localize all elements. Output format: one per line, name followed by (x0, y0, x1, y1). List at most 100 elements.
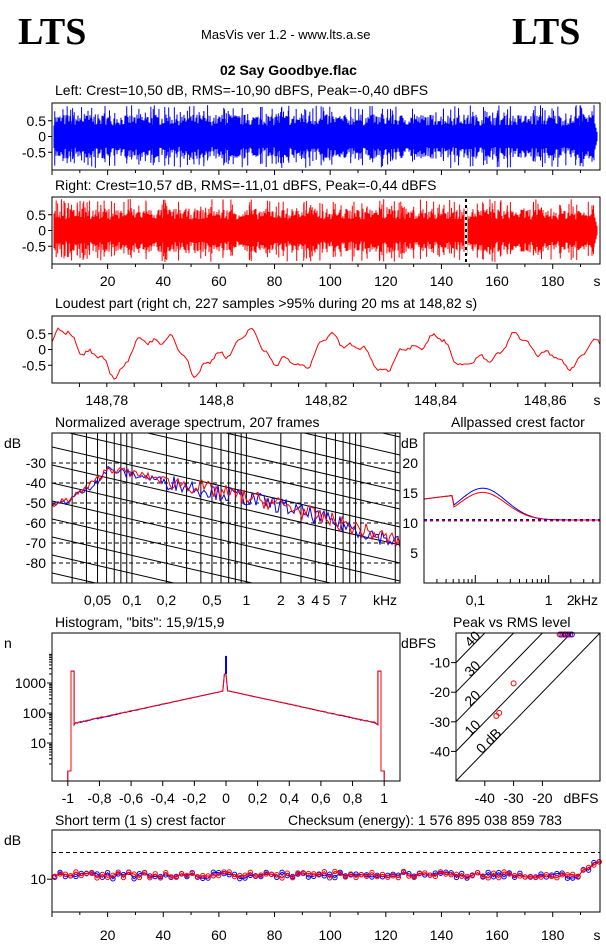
hist-xtick-label: 0,6 (311, 790, 331, 806)
loudest-part-title: Loudest part (right ch, 227 samples >95%… (55, 295, 478, 311)
stc-point (326, 875, 333, 881)
crest-xtick-label: 0,1 (466, 592, 486, 608)
stc-point (189, 870, 195, 877)
stc-point (363, 873, 370, 879)
stc-point (517, 870, 523, 876)
pr-diagonal (456, 633, 600, 781)
loudest-xtick-label: 148,8 (199, 392, 234, 408)
stc-point (422, 870, 428, 876)
stc-point (321, 868, 328, 875)
pr-xtick-label: -20 (532, 790, 552, 806)
right-wave-xtick-label: 80 (267, 273, 283, 289)
stc-point (490, 870, 497, 876)
spectrum-frame (51, 432, 401, 584)
stc-xtick-label: 80 (267, 927, 283, 943)
stc-point (332, 874, 338, 881)
stc-point (110, 876, 116, 882)
pr-diagonal-label: 40 (461, 627, 483, 649)
stc-point (459, 873, 465, 879)
stc-point (184, 872, 190, 879)
crest-factor-title: Allpassed crest factor (451, 414, 585, 430)
hist-ytick-label: 10 (30, 735, 46, 751)
pr-ytick-label: -30 (430, 714, 450, 730)
spectrum-xtick-label: 3 (297, 592, 305, 608)
pr-xunit: dBFS (563, 790, 598, 806)
stc-point (570, 871, 576, 878)
left-wave-ytick-label: 0.5 (27, 113, 47, 129)
hist-xtick-label: 0 (222, 790, 230, 806)
stc-point (395, 874, 402, 881)
stc-point (120, 871, 127, 878)
stc-point (559, 872, 565, 878)
spectrum-ytick-label: -30 (26, 455, 46, 471)
left-wave-ytick-label: 0 (38, 129, 46, 145)
right-wave-ytick-label: 0.5 (27, 207, 47, 223)
stc-point (374, 873, 380, 880)
pr-diagonal-label: 30 (461, 657, 483, 679)
stc-point (78, 872, 84, 879)
stc-point (427, 872, 433, 878)
stc-point (231, 873, 238, 880)
stc-point (268, 871, 275, 878)
pr-ytick-label: -40 (430, 743, 450, 759)
right-waveform-title: Right: Crest=10,57 dB, RMS=-11,01 dBFS, … (55, 177, 437, 193)
hist-xtick-label: 0,2 (248, 790, 268, 806)
hist-xtick-label: -0,8 (87, 790, 111, 806)
stc-point (305, 874, 312, 880)
pr-xtick-label: -30 (503, 790, 523, 806)
stc-point (453, 871, 460, 878)
stc-point (496, 869, 502, 876)
pr-point (565, 631, 572, 638)
pr-frame (455, 632, 601, 782)
stc-xunit: s (594, 927, 601, 943)
spectrum-slope (52, 249, 400, 329)
spectrum-slope (52, 518, 333, 583)
crest-ytick-label: 5 (410, 545, 418, 561)
stc-point (459, 870, 465, 877)
stc-point (173, 874, 180, 880)
stc-point (538, 871, 544, 877)
right-wave-xtick-label: 20 (100, 273, 116, 289)
stc-point (464, 875, 470, 881)
loudest-xtick-label: 148,84 (414, 392, 457, 408)
stc-point (289, 874, 296, 881)
stc-point (194, 874, 201, 880)
left-waveform-title: Left: Crest=10,50 dB, RMS=-10,90 dBFS, P… (55, 82, 429, 98)
spectrum-slope (52, 572, 98, 583)
spectrum-xtick-label: 2 (277, 592, 285, 608)
stc-point (432, 873, 439, 880)
spectrum-xtick-label: 0,2 (157, 592, 177, 608)
stc-point (596, 859, 602, 865)
stc-point (564, 872, 571, 878)
crest-ytick-label: 10 (402, 515, 418, 531)
stc-xtick-label: 180 (541, 927, 565, 943)
stc-point (543, 871, 550, 878)
stc-point (432, 870, 439, 876)
stc-point (485, 875, 491, 881)
stc-point (242, 875, 248, 881)
stc-point (406, 873, 412, 879)
spectrum-xunit: kHz (373, 592, 397, 608)
stc-point (316, 872, 322, 878)
stc-point (94, 875, 100, 881)
right-wave-xtick-label: 160 (485, 273, 509, 289)
stc-point (126, 869, 132, 875)
stc-point (385, 874, 391, 880)
stc-point (379, 871, 386, 878)
spectrum-slope (52, 554, 177, 583)
stc-point (263, 871, 269, 877)
stc-xtick-label: 100 (318, 927, 342, 943)
spectrum-slope (145, 433, 400, 492)
spectrum-xtick-label: 5 (322, 592, 330, 608)
crest-ytick-label: 20 (402, 455, 418, 471)
stc-point (115, 869, 121, 875)
hist-ylabel: n (4, 635, 12, 651)
file-name: 02 Say Goodbye.flac (220, 62, 357, 78)
stc-point (247, 869, 254, 876)
crest-xtick-label: 1 (545, 592, 553, 608)
spectrum-xtick-label: 0,1 (122, 592, 142, 608)
stc-point (178, 870, 185, 877)
spectrum-slope (52, 464, 400, 546)
stc-point (469, 872, 476, 879)
